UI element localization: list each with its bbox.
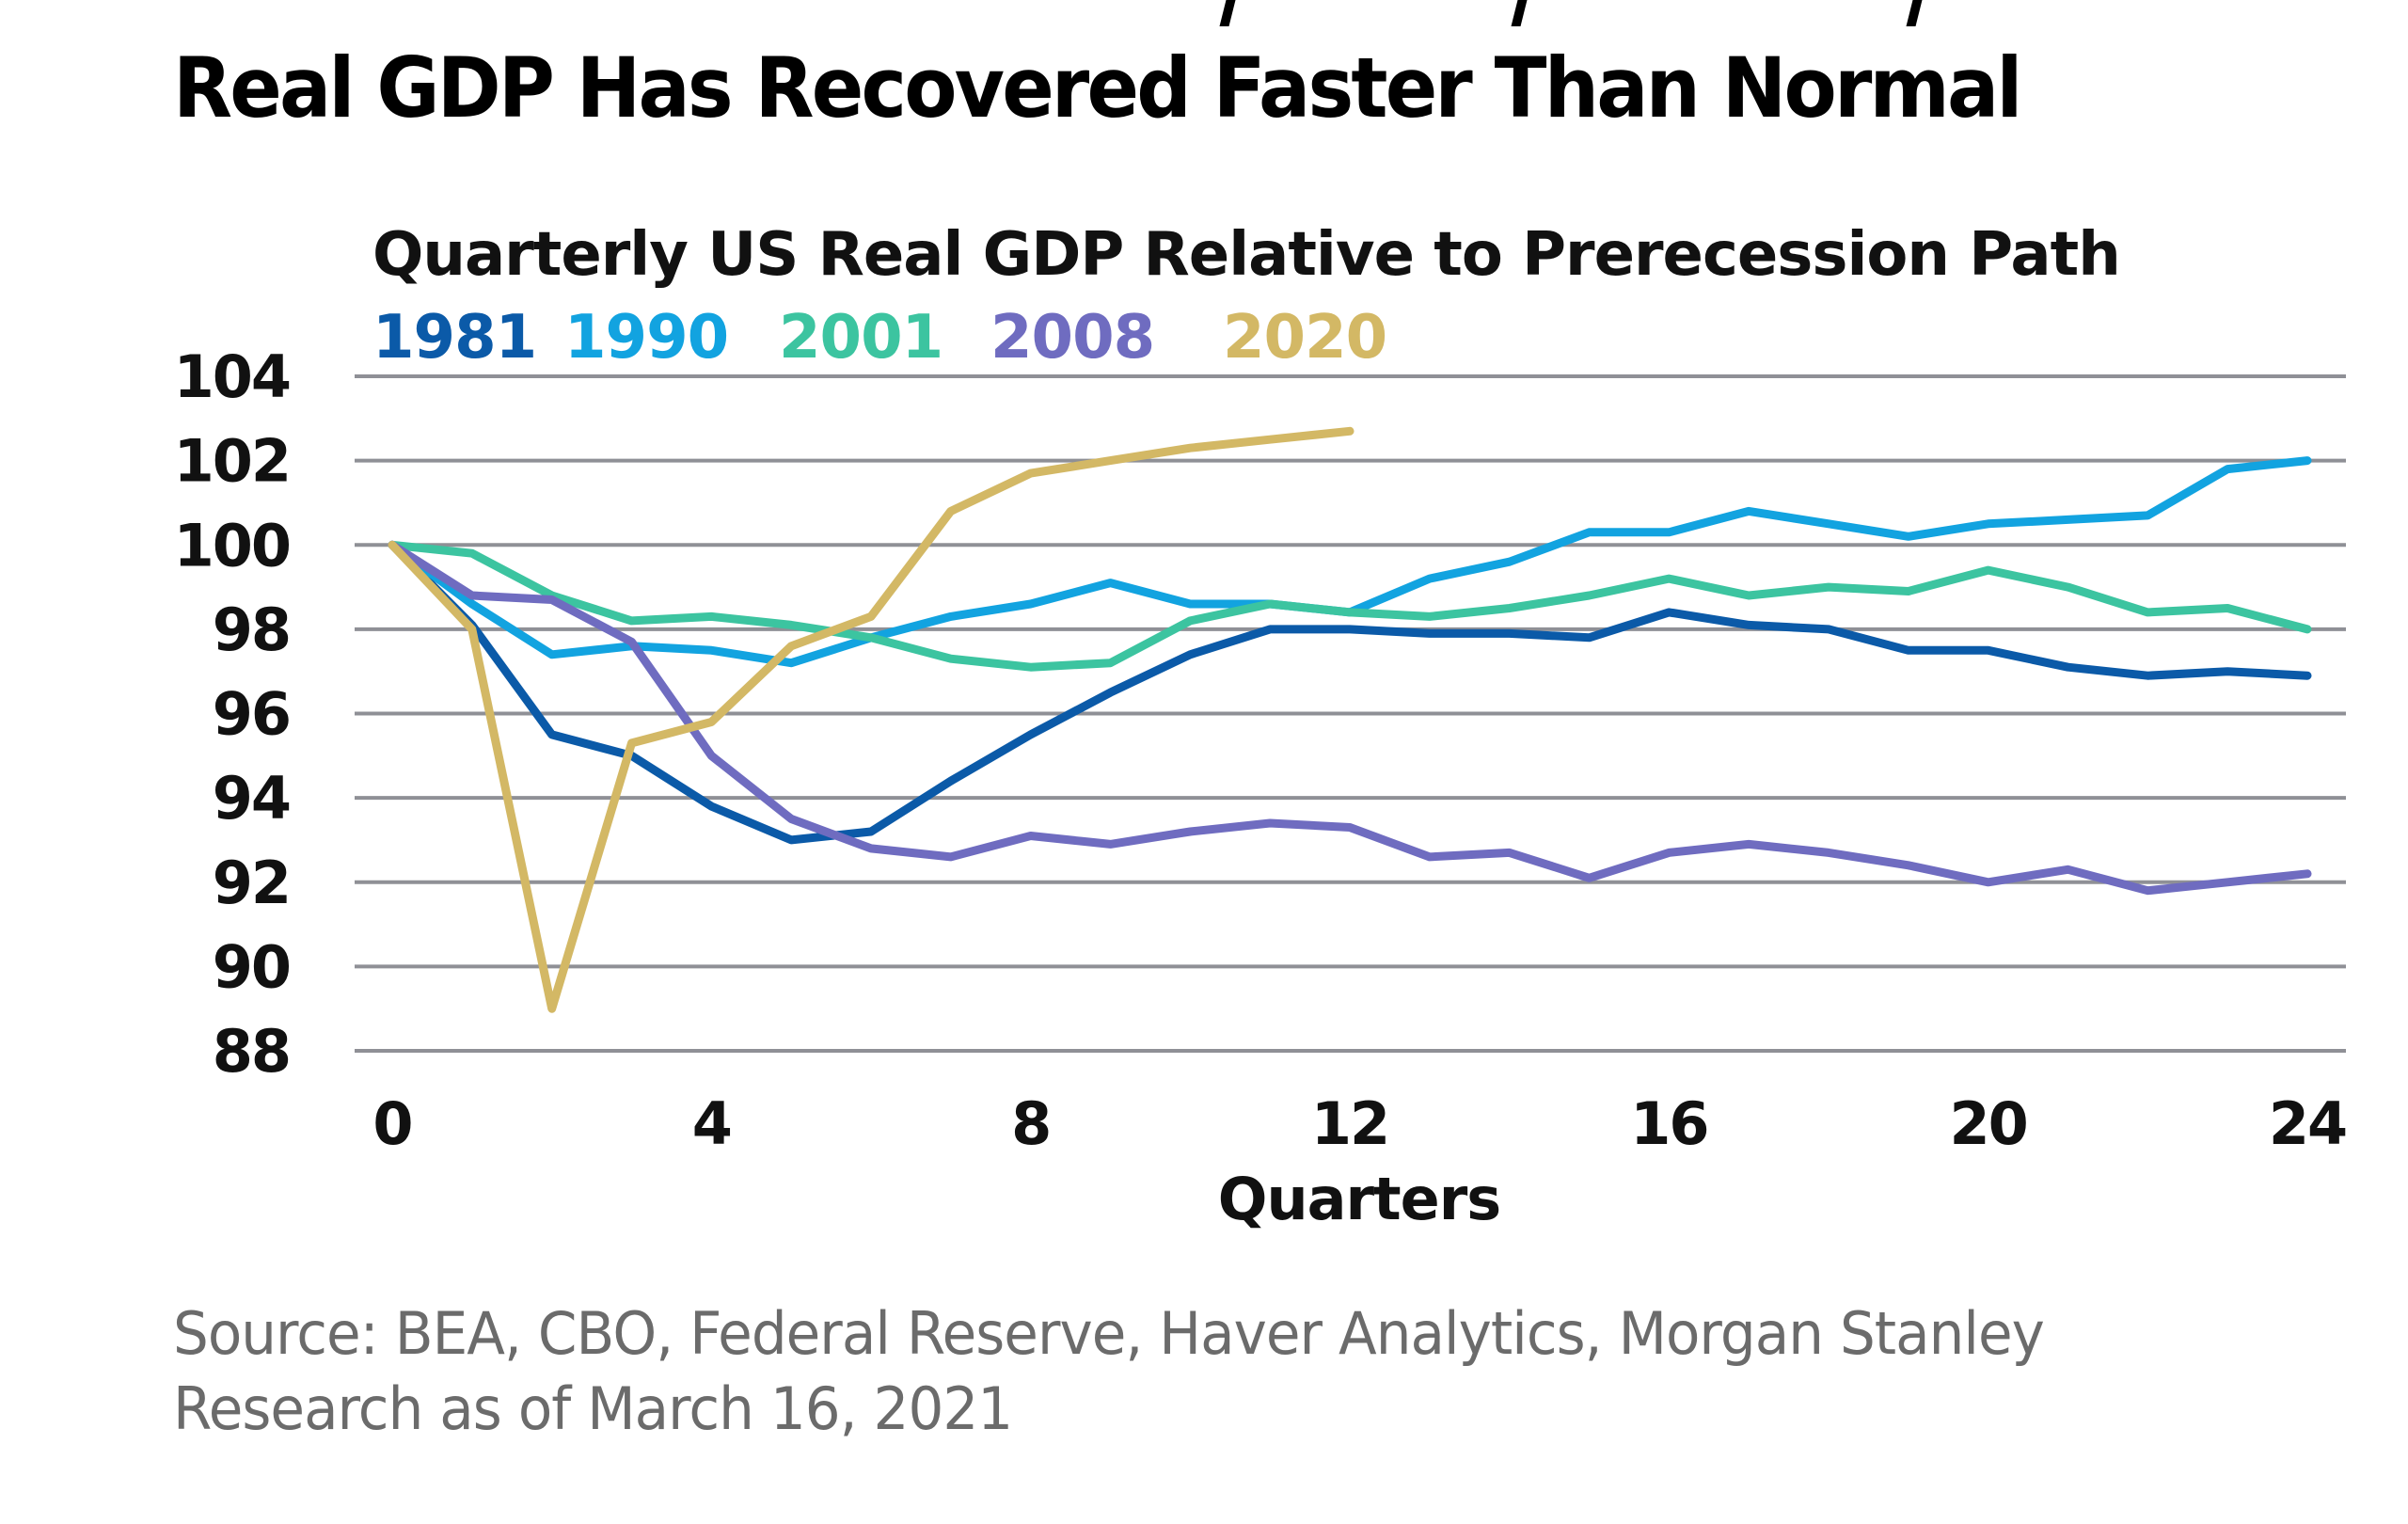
legend-item-1981: 1981 — [372, 303, 536, 373]
y-tick-label: 92 — [213, 849, 290, 917]
legend: 1981 1990 2001 2008 2020 — [372, 303, 1387, 373]
x-tick-label: 20 — [1950, 1089, 2027, 1158]
x-tick-label: 0 — [372, 1089, 411, 1158]
legend-item-2001: 2001 — [779, 303, 943, 373]
y-tick-label: 104 — [174, 342, 290, 411]
y-tick-label: 88 — [213, 1017, 290, 1086]
chart-title: Quarterly US Real GDP Relative to Prerec… — [372, 220, 2120, 290]
y-tick-label: 94 — [213, 764, 290, 833]
y-tick-label: 98 — [213, 595, 290, 664]
x-axis-title: Quarters — [1218, 1165, 1500, 1233]
source-note: Source: BEA, CBO, Federal Reserve, Haver… — [173, 1296, 2045, 1447]
legend-item-2020: 2020 — [1223, 303, 1386, 373]
source-line: Research as of March 16, 2021 — [173, 1374, 1013, 1443]
series-line-2001 — [388, 540, 2312, 672]
x-tick-label: 12 — [1311, 1089, 1388, 1158]
y-tick-label: 102 — [174, 427, 290, 496]
legend-item-2008: 2008 — [990, 303, 1154, 373]
gridlines — [355, 374, 2346, 1053]
x-tick-label: 24 — [2269, 1089, 2346, 1158]
y-axis-ticks: 104 102 100 98 96 94 92 90 88 — [174, 342, 292, 1086]
series-line-2020 — [388, 426, 1354, 1013]
y-tick-label: 100 — [174, 511, 290, 579]
source-line: Source: BEA, CBO, Federal Reserve, Haver… — [173, 1299, 2045, 1368]
x-axis-ticks: 0 4 8 12 16 20 24 — [372, 1089, 2348, 1158]
y-tick-label: 96 — [213, 680, 290, 749]
series-lines — [388, 426, 2312, 1013]
legend-item-1990: 1990 — [564, 303, 728, 373]
x-tick-label: 4 — [692, 1089, 731, 1158]
x-tick-label: 16 — [1630, 1089, 1707, 1158]
headline: Real GDP Has Recovered Faster Than Norma… — [173, 40, 2022, 136]
series-line-2008 — [388, 540, 2312, 896]
x-tick-label: 8 — [1011, 1089, 1050, 1158]
series-line-1981 — [388, 540, 2312, 845]
y-tick-label: 90 — [213, 932, 290, 1001]
